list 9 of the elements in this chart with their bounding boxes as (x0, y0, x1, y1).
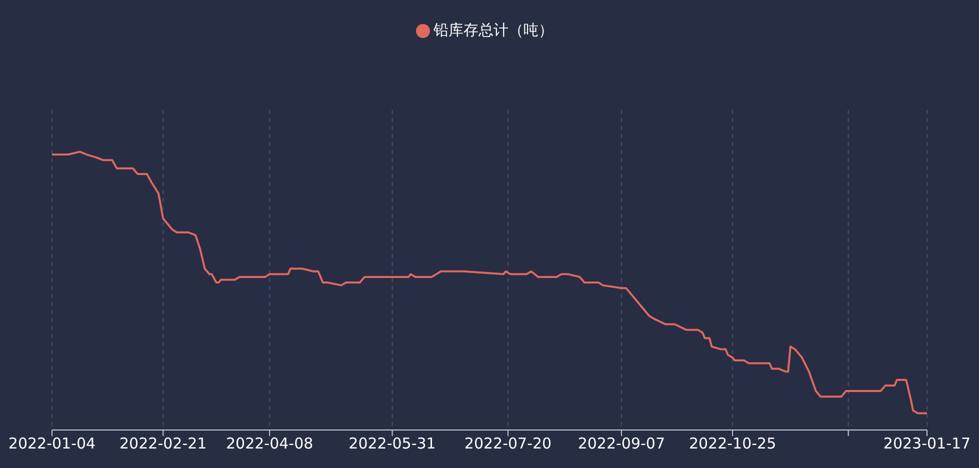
x-tick-label: 2023-01-17 (883, 434, 971, 453)
x-tick-label: 2022-10-25 (688, 434, 776, 453)
x-tick-label: 2022-07-20 (464, 434, 552, 453)
x-tick-label: 2022-05-31 (348, 434, 436, 453)
legend-label: 铅库存总计（吨） (434, 21, 554, 39)
x-tick-label: 2022-02-21 (120, 434, 207, 453)
x-tick-label: 2022-04-08 (226, 434, 314, 453)
x-tick-label: 2022-09-07 (578, 434, 666, 453)
x-tick-label: 2022-01-04 (8, 434, 96, 453)
